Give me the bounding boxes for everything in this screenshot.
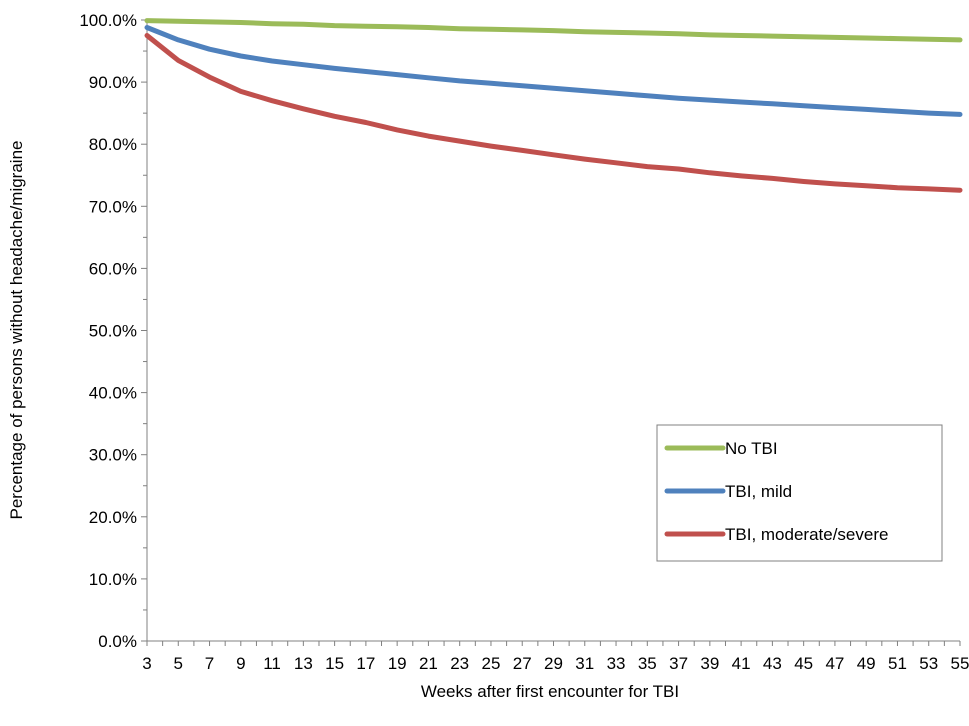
x-tick-label: 3 bbox=[142, 654, 151, 673]
x-axis-ticks: 3 5 7 9 11 13 15 17 19 21 23 25 27 29 31 33 35 37 39 41 43 45… bbox=[142, 641, 969, 673]
x-tick-label: 35 bbox=[638, 654, 657, 673]
y-tick-label: 80.0% bbox=[89, 135, 137, 154]
y-tick-label: 30.0% bbox=[89, 446, 137, 465]
y-tick-label: 100.0% bbox=[79, 11, 137, 30]
x-tick-label: 41 bbox=[732, 654, 751, 673]
x-tick-label: 55 bbox=[951, 654, 969, 673]
y-tick-label: 40.0% bbox=[89, 384, 137, 403]
x-tick-label: 23 bbox=[450, 654, 469, 673]
x-tick-label: 25 bbox=[482, 654, 501, 673]
y-tick-label: 70.0% bbox=[89, 197, 137, 216]
series-line-no-tbi bbox=[144, 18, 963, 43]
x-tick-label: 17 bbox=[356, 654, 375, 673]
x-tick-label: 7 bbox=[205, 654, 214, 673]
x-tick-label: 27 bbox=[513, 654, 532, 673]
x-tick-label: 5 bbox=[174, 654, 183, 673]
y-tick-label: 50.0% bbox=[89, 322, 137, 341]
series-lines bbox=[144, 18, 963, 193]
x-tick-label: 19 bbox=[388, 654, 407, 673]
y-axis-title: Percentage of persons without headache/m… bbox=[7, 141, 26, 520]
x-tick-label: 47 bbox=[825, 654, 844, 673]
legend-label-tbi-mild: TBI, mild bbox=[725, 482, 792, 501]
series-line-tbi-mild bbox=[144, 25, 963, 117]
legend-label-tbi-moderate-severe: TBI, moderate/severe bbox=[725, 525, 888, 544]
x-tick-label: 45 bbox=[794, 654, 813, 673]
x-axis-title: Weeks after first encounter for TBI bbox=[421, 682, 679, 701]
y-tick-label: 60.0% bbox=[89, 259, 137, 278]
x-tick-label: 33 bbox=[607, 654, 626, 673]
x-tick-label: 49 bbox=[857, 654, 876, 673]
x-tick-label: 9 bbox=[236, 654, 245, 673]
x-tick-label: 39 bbox=[700, 654, 719, 673]
y-tick-label: 10.0% bbox=[89, 570, 137, 589]
legend-label-no-tbi: No TBI bbox=[725, 439, 778, 458]
x-tick-label: 43 bbox=[763, 654, 782, 673]
y-axis-ticks: 0.0% 10.0% 20.0% 30.0% 40.0% 50.0% 60.0% 70.0% 8… bbox=[79, 11, 147, 651]
y-tick-label: 0.0% bbox=[98, 632, 137, 651]
x-tick-label: 29 bbox=[544, 654, 563, 673]
legend: No TBI TBI, mild TBI, moderate/severe bbox=[656, 424, 943, 562]
x-tick-label: 11 bbox=[263, 654, 281, 673]
x-tick-label: 15 bbox=[325, 654, 344, 673]
x-tick-label: 13 bbox=[294, 654, 313, 673]
x-tick-label: 51 bbox=[888, 654, 907, 673]
x-tick-label: 53 bbox=[919, 654, 938, 673]
x-tick-label: 31 bbox=[575, 654, 594, 673]
x-tick-label: 37 bbox=[669, 654, 688, 673]
y-tick-label: 20.0% bbox=[89, 508, 137, 527]
y-tick-label: 90.0% bbox=[89, 73, 137, 92]
x-tick-label: 21 bbox=[419, 654, 438, 673]
series-line-tbi-moderate-severe bbox=[144, 33, 963, 193]
